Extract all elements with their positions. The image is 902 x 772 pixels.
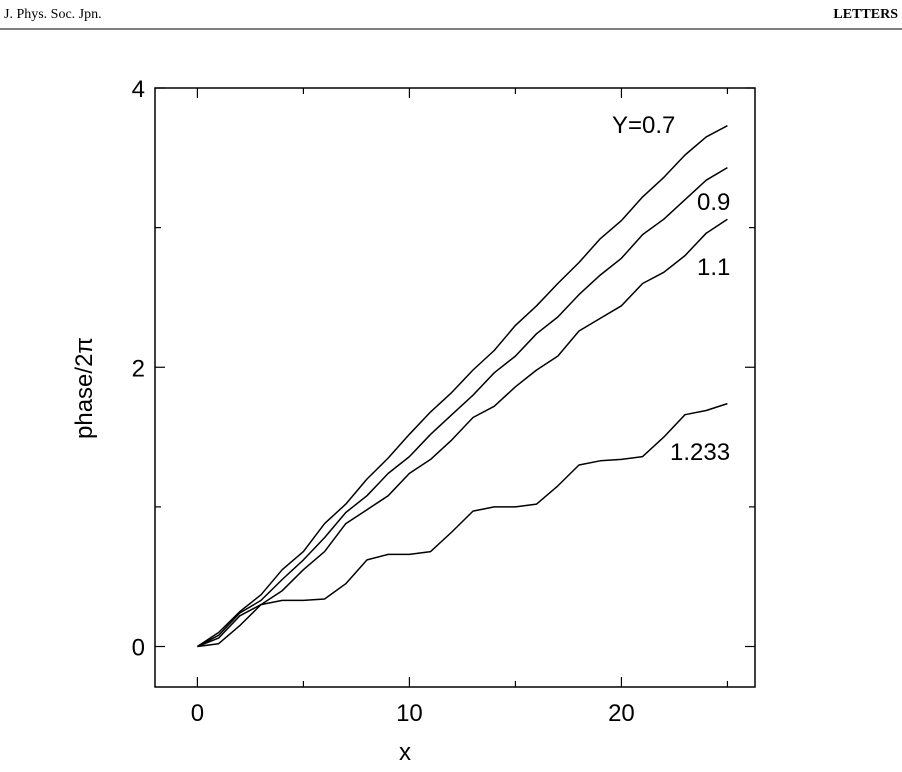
plot-frame [154,87,756,688]
series-line [197,402,728,648]
series-label: 1.233 [670,439,730,466]
series-line [196,125,728,648]
y-tick-label: 0 [132,635,145,662]
series-label: 0.9 [697,189,730,216]
series-label: 1.1 [697,254,730,281]
y-tick-label: 4 [132,76,145,103]
series-label: Y=0.7 [612,112,675,139]
journal-name: J. Phys. Soc. Jpn. [4,7,102,22]
series-line [197,166,728,648]
series-line [197,218,728,648]
y-axis-label: phase/2π [71,337,98,439]
y-tick-label: 2 [132,355,145,382]
x-tick-label: 0 [191,700,204,727]
x-tick-label: 10 [396,700,423,727]
x-tick-label: 20 [608,700,635,727]
section-name: LETTERS [833,7,898,22]
x-axis-label: x [399,739,411,766]
